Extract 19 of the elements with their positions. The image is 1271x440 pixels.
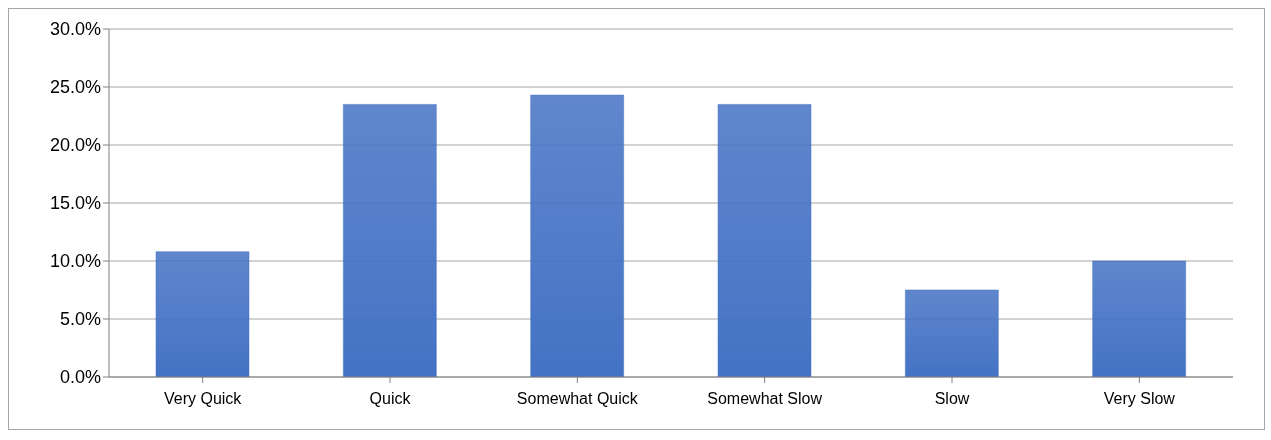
x-tick-label: Very Quick [163, 390, 243, 408]
y-tick-label: 15.0% [49, 193, 101, 214]
y-tick-label: 25.0% [49, 77, 101, 98]
bar [530, 94, 624, 377]
y-tick-label: 20.0% [49, 135, 101, 156]
bar [717, 104, 812, 377]
bar [343, 104, 437, 377]
bar [905, 289, 999, 377]
bar [1092, 260, 1186, 377]
y-tick-label: 10.0% [49, 251, 101, 272]
y-tick-label: 0.0% [59, 367, 101, 388]
x-tick-label: Somewhat Slow [707, 390, 823, 408]
y-tick-label: 5.0% [59, 309, 101, 330]
x-tick-label: Quick [369, 390, 412, 408]
bar [155, 251, 250, 377]
x-tick-label: Somewhat Quick [516, 390, 639, 408]
y-tick-label: 30.0% [49, 19, 101, 40]
x-tick-label: Slow [934, 390, 970, 408]
x-tick-label: Very Slow [1103, 390, 1176, 408]
